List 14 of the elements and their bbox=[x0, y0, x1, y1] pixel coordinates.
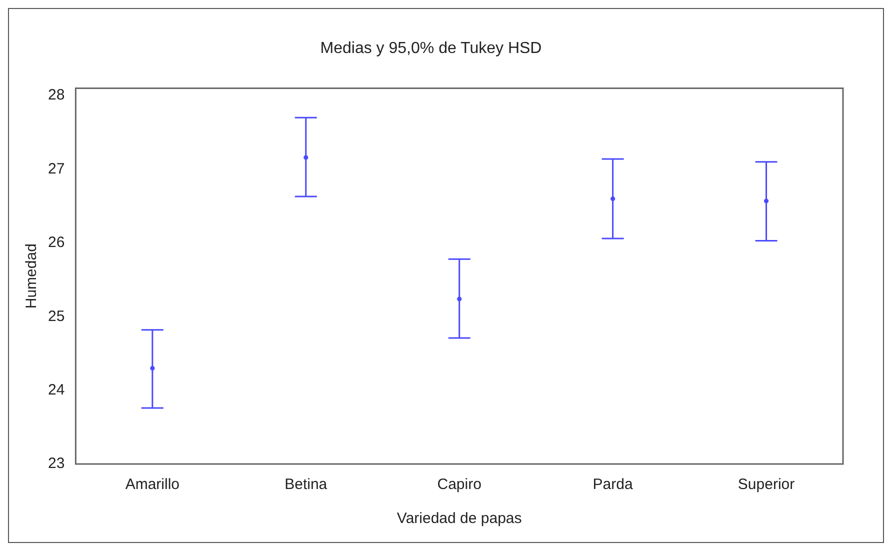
y-tick-label: 27 bbox=[48, 160, 65, 178]
x-tick-label: Betina bbox=[284, 476, 328, 494]
y-tick-label: 23 bbox=[48, 455, 65, 472]
y-axis-title: Humedad bbox=[23, 244, 40, 309]
x-tick-label: Parda bbox=[592, 476, 634, 494]
x-tick-label: Superior bbox=[738, 476, 795, 494]
x-tick-label: Capiro bbox=[437, 476, 482, 494]
y-tick-label: 26 bbox=[48, 234, 65, 252]
x-tick-label: Amarillo bbox=[125, 476, 180, 494]
y-tick-label: 25 bbox=[48, 308, 65, 325]
y-tick-label: 28 bbox=[48, 86, 65, 104]
chart-title: Medias y 95,0% de Tukey HSD bbox=[320, 40, 542, 58]
x-axis-title: Variedad de papas bbox=[396, 510, 522, 528]
y-tick-label: 24 bbox=[48, 381, 65, 398]
